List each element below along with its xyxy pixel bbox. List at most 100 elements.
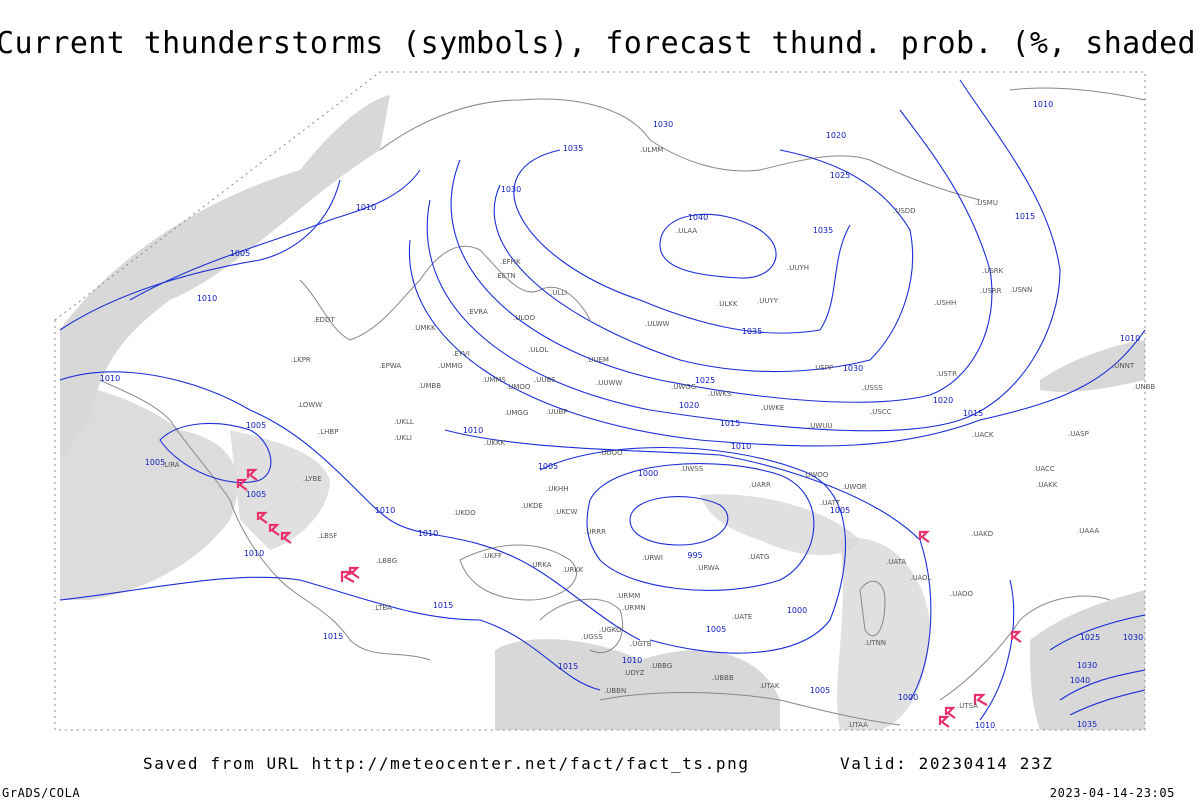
- station-label: .UDYZ: [623, 669, 645, 677]
- station-label: .ULOO: [513, 314, 536, 322]
- station-label: .EDDT: [313, 316, 335, 324]
- station-label: .URMM: [616, 592, 640, 600]
- station-label: .USPP: [813, 364, 833, 372]
- timestamp: 2023-04-14-23:05: [1050, 786, 1175, 800]
- station-label: .UUBP: [546, 408, 568, 416]
- isobar: [444, 429, 932, 701]
- station-label: .UAKD: [971, 530, 993, 538]
- coastline: [599, 692, 901, 726]
- station-label: .UUYY: [757, 297, 779, 305]
- station-label: .URRR: [584, 528, 606, 536]
- isobar: [659, 213, 777, 279]
- station-label: .UKKK: [484, 439, 506, 447]
- station-label: .UATG: [748, 553, 769, 561]
- station-label: .UMGG: [504, 409, 528, 417]
- station-label: .ULMM: [640, 146, 663, 154]
- station-label: .LOWW: [297, 401, 322, 409]
- isobar-label: 1035: [742, 327, 762, 336]
- station-label: .UTSA: [957, 702, 978, 710]
- isobar-label: 1000: [638, 469, 658, 478]
- isobar-label: 1030: [653, 120, 673, 129]
- source-url: Saved from URL http://meteocenter.net/fa…: [143, 754, 750, 773]
- station-label: .UWSS: [680, 465, 704, 473]
- isobar-label: 1010: [731, 442, 751, 451]
- coastline: [459, 544, 577, 601]
- labels: 1030 1035 1030 1010 1005 1010 1010 1005 1005 1005…: [100, 100, 1156, 730]
- thunderstorm-symbol: [236, 468, 1022, 728]
- isobar-label: 1005: [246, 421, 266, 430]
- station-label: .UACC: [1033, 465, 1055, 473]
- station-label: .USHH: [934, 299, 956, 307]
- station-label: .URMN: [622, 604, 646, 612]
- isobar-label: 1015: [323, 632, 343, 641]
- isobar-label: 1025: [1080, 633, 1100, 642]
- isobar-label: 1010: [1033, 100, 1053, 109]
- valid-time: Valid: 20230414 23Z: [840, 754, 1053, 773]
- station-label: .UGTB: [630, 640, 652, 648]
- station-label: .USDD: [893, 207, 916, 215]
- station-label: .UASP: [1068, 430, 1089, 438]
- isobar-label: 1015: [720, 419, 740, 428]
- isobar-label: 1010: [975, 721, 995, 730]
- isobar: [1049, 614, 1146, 716]
- isobar-label: 1010: [100, 374, 120, 383]
- isobar-label: 1035: [1077, 720, 1097, 729]
- station-label: .LBBG: [376, 557, 397, 565]
- isobar-label: 1005: [830, 506, 850, 515]
- station-label: .UACK: [972, 431, 994, 439]
- station-label: .UNNT: [1112, 362, 1135, 370]
- isobar: [586, 463, 815, 591]
- coastline: [539, 598, 624, 654]
- station-label: .USTR: [936, 370, 957, 378]
- isobar: [513, 149, 851, 334]
- shaded-area: [700, 494, 860, 555]
- station-label: .UMMG: [438, 362, 463, 370]
- station-label: .UUWW: [596, 379, 622, 387]
- station-label: .UATT: [820, 499, 841, 507]
- station-label: .UUYH: [787, 264, 809, 272]
- station-label: .UMOO: [506, 383, 531, 391]
- station-label: .UATA: [886, 558, 906, 566]
- station-label: .USNN: [1010, 286, 1032, 294]
- isobar-label: 1030: [1077, 661, 1097, 670]
- station-label: .UGKO: [599, 626, 622, 634]
- station-label: .URKA: [530, 561, 552, 569]
- station-label: .UGSS: [581, 633, 603, 641]
- isobar-label: 1000: [787, 606, 807, 615]
- station-label: .LKPR: [291, 356, 311, 364]
- isobar-label: 1005: [810, 686, 830, 695]
- station-label: .UTAK: [759, 682, 780, 690]
- isobar-label: 1020: [826, 131, 846, 140]
- shaded-area: [230, 430, 330, 550]
- station-label: .UWGG: [671, 383, 696, 391]
- isobar-label: 1015: [1015, 212, 1035, 221]
- coastline: [379, 98, 981, 201]
- station-label: .UKOO: [453, 509, 476, 517]
- thunderstorm-symbols: [236, 468, 1022, 728]
- isobar: [159, 422, 272, 484]
- station-label: .LHBP: [318, 428, 338, 436]
- station-label: .UBBG: [650, 662, 672, 670]
- isobar: [59, 179, 341, 331]
- station-label: .UARR: [749, 481, 771, 489]
- isobar: [426, 79, 1061, 432]
- station-label: .URKK: [562, 566, 584, 574]
- isobar-label: 1005: [230, 249, 250, 258]
- station-label: .USMU: [975, 199, 998, 207]
- station-label: .UWUU: [808, 422, 833, 430]
- station-label: .UKLL: [394, 418, 414, 426]
- station-label: .USCC: [870, 408, 892, 416]
- isobar-label: 1010: [356, 203, 376, 212]
- isobar: [129, 169, 421, 301]
- isobar: [629, 496, 729, 546]
- isobar-label: 1025: [695, 376, 715, 385]
- station-label: .UKFF: [482, 552, 502, 560]
- station-label: .UTAA: [847, 721, 868, 729]
- isobar-label: 1020: [933, 396, 953, 405]
- station-label: .UBBB: [712, 674, 734, 682]
- isobar: [539, 447, 846, 654]
- isobar-label: 1000: [898, 693, 918, 702]
- isobar: [59, 576, 601, 691]
- station-label: .USRK: [982, 267, 1004, 275]
- isobar-label: 1020: [679, 401, 699, 410]
